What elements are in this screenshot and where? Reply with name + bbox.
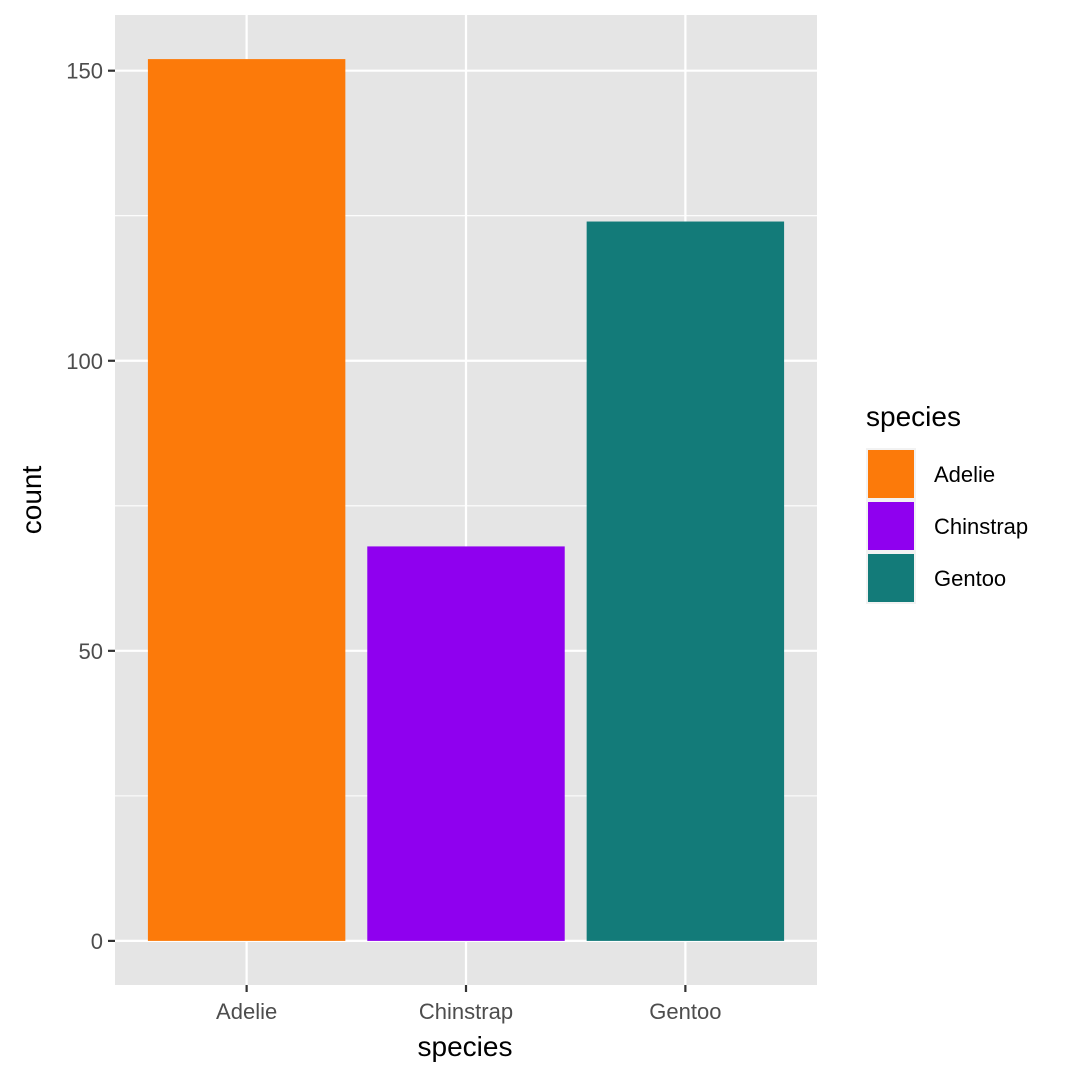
legend-title: species (866, 401, 961, 432)
bar-adelie (147, 59, 346, 941)
bar-chinstrap (367, 546, 565, 941)
y-tick-label: 100 (66, 349, 103, 374)
bar-gentoo (586, 221, 785, 941)
x-axis-title: species (418, 1031, 513, 1062)
legend-label-chinstrap: Chinstrap (934, 514, 1028, 539)
legend-label-gentoo: Gentoo (934, 566, 1006, 591)
y-axis-title: count (16, 466, 47, 535)
y-tick-label: 50 (79, 639, 103, 664)
x-tick-label: Gentoo (649, 999, 721, 1024)
y-tick-label: 150 (66, 59, 103, 84)
legend-label-adelie: Adelie (934, 462, 995, 487)
x-tick-label: Adelie (216, 999, 277, 1024)
x-tick-label: Chinstrap (419, 999, 513, 1024)
legend-swatch-gentoo (868, 554, 914, 602)
bars (147, 59, 785, 941)
legend-swatch-chinstrap (868, 502, 914, 550)
legend: species Adelie Chinstrap Gentoo (866, 401, 1028, 604)
axes: 0 50 100 150 Adelie Chinstrap Gentoo (66, 59, 721, 1024)
legend-swatch-adelie (868, 450, 914, 498)
y-tick-label: 0 (91, 929, 103, 954)
